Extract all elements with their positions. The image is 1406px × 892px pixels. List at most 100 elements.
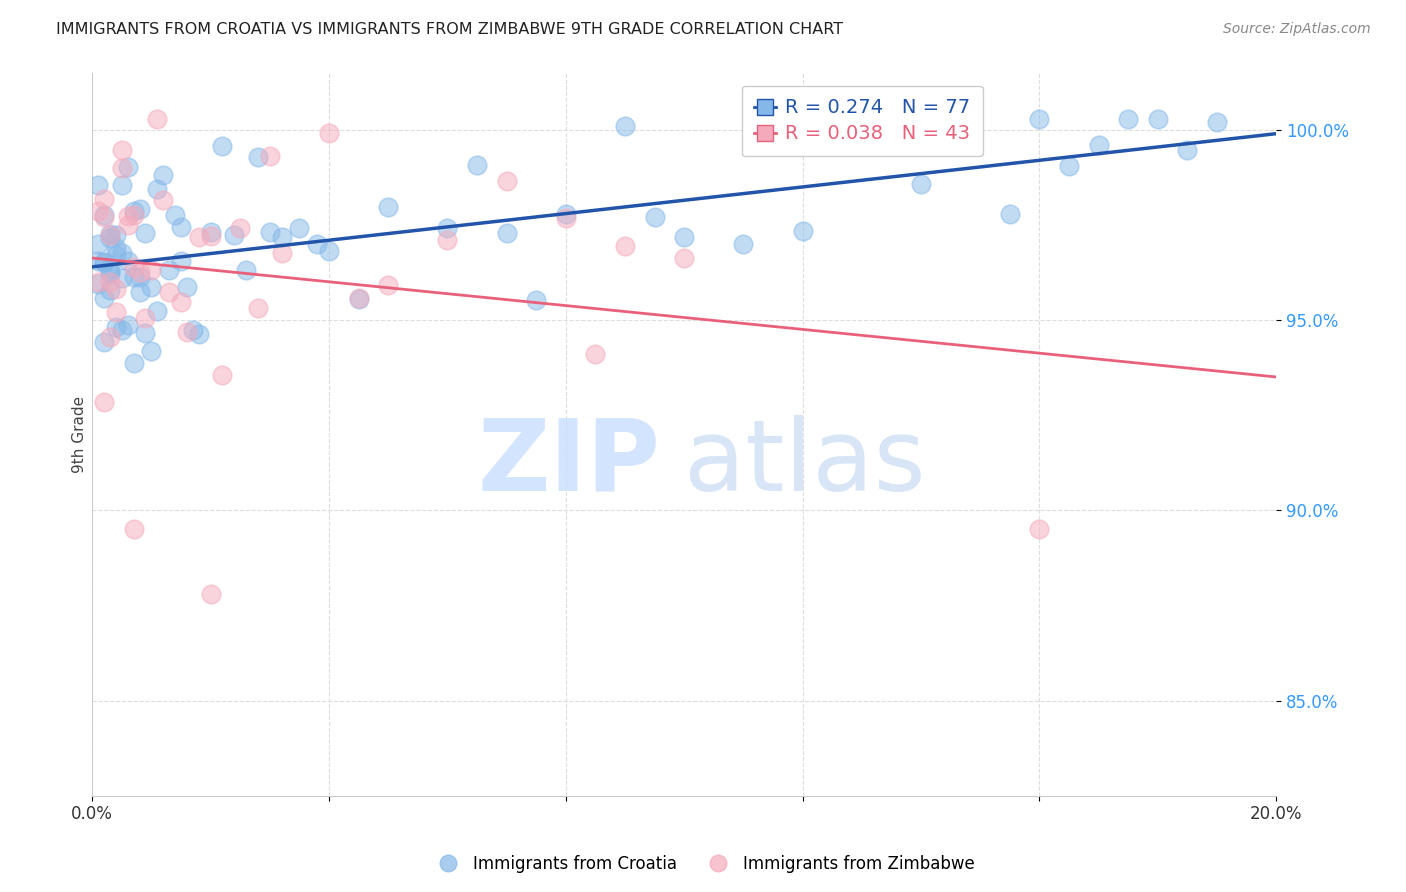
Point xyxy=(176,325,198,339)
Point xyxy=(200,228,222,243)
Point xyxy=(910,177,932,191)
Point xyxy=(93,208,115,222)
Point xyxy=(1087,138,1109,153)
Point xyxy=(1028,523,1050,537)
Point xyxy=(1206,114,1229,128)
Point xyxy=(104,304,127,318)
Point xyxy=(128,285,150,299)
Point xyxy=(117,160,139,174)
Point xyxy=(122,203,145,218)
Point xyxy=(495,227,517,241)
Point xyxy=(377,200,399,214)
Point xyxy=(583,347,606,361)
Point xyxy=(200,587,222,601)
Point xyxy=(288,221,311,235)
Point xyxy=(673,230,696,244)
Point xyxy=(246,150,269,164)
Point xyxy=(347,292,370,306)
Point xyxy=(211,368,233,383)
Legend: R = 0.274   N = 77, R = 0.038   N = 43: R = 0.274 N = 77, R = 0.038 N = 43 xyxy=(742,86,983,156)
Point xyxy=(111,322,134,336)
Point xyxy=(117,254,139,268)
Point xyxy=(93,192,115,206)
Point xyxy=(122,260,145,275)
Point xyxy=(613,119,636,133)
Point xyxy=(318,126,340,140)
Point xyxy=(347,292,370,306)
Point xyxy=(93,291,115,305)
Point xyxy=(98,228,121,243)
Point xyxy=(524,293,547,308)
Text: atlas: atlas xyxy=(685,415,925,512)
Point xyxy=(152,168,174,182)
Point xyxy=(134,326,156,340)
Point xyxy=(98,266,121,280)
Point xyxy=(111,161,134,175)
Point xyxy=(98,231,121,245)
Point xyxy=(87,275,110,289)
Point xyxy=(246,301,269,315)
Point xyxy=(1116,112,1139,126)
Point xyxy=(165,209,187,223)
Point xyxy=(98,275,121,289)
Point xyxy=(229,221,252,235)
Point xyxy=(170,294,193,309)
Point xyxy=(104,248,127,262)
Point xyxy=(224,227,246,242)
Point xyxy=(122,270,145,285)
Point xyxy=(495,174,517,188)
Point xyxy=(104,319,127,334)
Point xyxy=(128,265,150,279)
Point xyxy=(93,395,115,409)
Point xyxy=(122,356,145,370)
Point xyxy=(1028,112,1050,126)
Text: Source: ZipAtlas.com: Source: ZipAtlas.com xyxy=(1223,22,1371,37)
Point xyxy=(117,318,139,333)
Point xyxy=(998,207,1021,221)
Point xyxy=(465,158,488,172)
Point xyxy=(134,226,156,240)
Point xyxy=(117,218,139,232)
Point xyxy=(98,227,121,241)
Point xyxy=(270,230,292,244)
Point xyxy=(111,270,134,285)
Point xyxy=(377,278,399,293)
Point xyxy=(146,112,169,126)
Point xyxy=(436,220,458,235)
Point xyxy=(170,254,193,268)
Point xyxy=(259,226,281,240)
Point xyxy=(644,211,666,225)
Point xyxy=(1175,143,1198,157)
Point xyxy=(187,230,209,244)
Point xyxy=(122,523,145,537)
Point xyxy=(554,207,576,221)
Point xyxy=(733,237,755,252)
Point xyxy=(673,251,696,265)
Legend: Immigrants from Croatia, Immigrants from Zimbabwe: Immigrants from Croatia, Immigrants from… xyxy=(425,848,981,880)
Point xyxy=(93,255,115,269)
Point xyxy=(211,139,233,153)
Point xyxy=(93,254,115,268)
Point xyxy=(111,178,134,192)
Point xyxy=(235,262,257,277)
Point xyxy=(87,236,110,251)
Point xyxy=(111,143,134,157)
Point xyxy=(200,226,222,240)
Point xyxy=(554,211,576,225)
Point xyxy=(128,202,150,216)
Point xyxy=(187,326,209,341)
Point xyxy=(1146,112,1168,126)
Point xyxy=(170,220,193,235)
Point xyxy=(87,277,110,291)
Point xyxy=(98,330,121,344)
Point xyxy=(141,343,163,358)
Point xyxy=(176,280,198,294)
Point xyxy=(146,303,169,318)
Point xyxy=(87,254,110,268)
Point xyxy=(87,204,110,219)
Point xyxy=(436,233,458,247)
Point xyxy=(134,310,156,325)
Point xyxy=(104,241,127,255)
Point xyxy=(104,283,127,297)
Point xyxy=(613,239,636,253)
